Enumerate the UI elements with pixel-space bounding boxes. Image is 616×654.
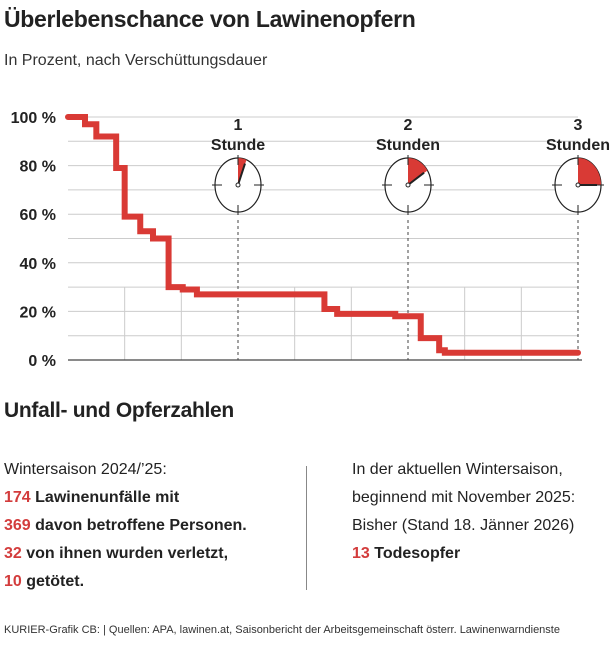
survival-chart: 0 % 20 % 40 % 60 % 80 % 100 % 1 Stunde 2 Stunden 3… (11, 110, 610, 370)
clock-elapsed-wedge (408, 158, 428, 185)
stat-line: 10 getötet. (4, 573, 85, 590)
clock-hand (407, 171, 425, 186)
clock-elapsed-wedge (578, 158, 601, 185)
y-tick-label: 0 % (28, 353, 56, 370)
y-tick-label: 100 % (11, 110, 56, 127)
stat-line: 13 Todesopfer (352, 545, 461, 562)
hour-marker-label: Stunden (376, 137, 440, 154)
clock-center (405, 182, 411, 188)
survival-step-line (65, 114, 581, 356)
column-divider (306, 466, 307, 590)
stat-line: 369 davon betroffene Personen. (4, 517, 247, 534)
season-2024-stats: Wintersaison 2024/’25: 174 Lawinenunfäll… (4, 456, 247, 596)
hour-marker-number: 2 (404, 117, 413, 134)
info-line: In der aktuellen Wintersaison, (352, 461, 563, 478)
section-title: Unfall- und Opferzahlen (4, 399, 234, 422)
hour-marker-label: Stunden (546, 137, 610, 154)
clock-center (575, 182, 581, 188)
chart-subtitle: In Prozent, nach Verschüttungsdauer (4, 52, 268, 69)
clock-center (235, 182, 241, 188)
source-footer: KURIER-Grafik CB: | Quellen: APA, lawine… (4, 624, 560, 636)
y-tick-label: 20 % (20, 304, 56, 321)
y-tick-label: 80 % (20, 159, 56, 176)
hour-marker-label: Stunde (211, 137, 265, 154)
y-tick-label: 40 % (20, 256, 56, 273)
hour-marker-number: 1 (234, 117, 243, 134)
y-tick-label: 60 % (20, 207, 56, 224)
stat-line: 32 von ihnen wurden verletzt, (4, 545, 229, 562)
clock-hand (237, 163, 246, 186)
hour-marker-number: 3 (574, 117, 583, 134)
current-season-stats: In der aktuellen Wintersaison, beginnend… (352, 456, 575, 568)
info-line: Bisher (Stand 18. Jänner 2026) (352, 517, 575, 534)
chart-title: Überlebenschance von Lawinenopfern (4, 6, 416, 32)
season-heading: Wintersaison 2024/’25: (4, 461, 167, 478)
stat-line: 174 Lawinenunfälle mit (4, 489, 180, 506)
info-line: beginnend mit November 2025: (352, 489, 576, 506)
